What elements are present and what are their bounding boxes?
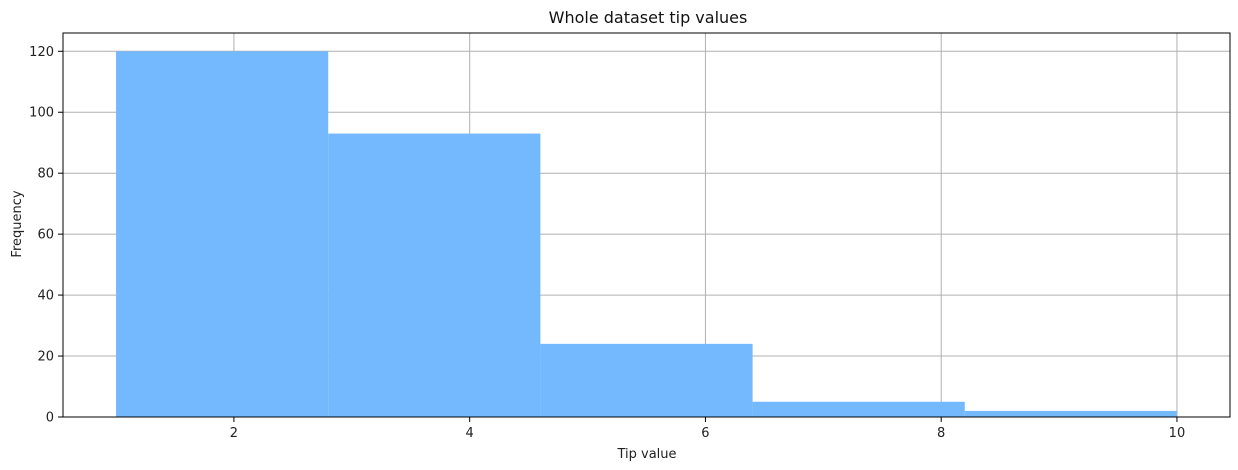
y-axis-label: Frequency bbox=[10, 190, 25, 257]
y-tick-label: 120 bbox=[29, 45, 54, 60]
histogram-bar-1 bbox=[116, 51, 329, 418]
x-tick-label: 10 bbox=[1169, 426, 1186, 441]
y-tick-label: 60 bbox=[37, 228, 54, 243]
y-tick-label: 0 bbox=[46, 411, 54, 426]
x-tick-label: 4 bbox=[466, 426, 474, 441]
y-tick-label: 100 bbox=[29, 106, 54, 121]
histogram-bar-4 bbox=[752, 401, 965, 417]
chart-title: Whole dataset tip values bbox=[549, 8, 748, 27]
x-tick-label: 8 bbox=[937, 426, 945, 441]
histogram-bar-3 bbox=[540, 343, 753, 417]
y-tick-label: 80 bbox=[37, 167, 54, 182]
y-tick-label: 20 bbox=[37, 350, 54, 365]
plot-frame bbox=[62, 32, 1231, 418]
x-tick-label: 6 bbox=[701, 426, 709, 441]
histogram-bar-5 bbox=[964, 410, 1177, 417]
x-tick-label: 2 bbox=[230, 426, 238, 441]
histogram-bar-2 bbox=[328, 133, 541, 418]
x-axis-label: Tip value bbox=[616, 447, 676, 462]
histogram-bars bbox=[116, 51, 1177, 418]
y-tick-label: 40 bbox=[37, 289, 54, 304]
